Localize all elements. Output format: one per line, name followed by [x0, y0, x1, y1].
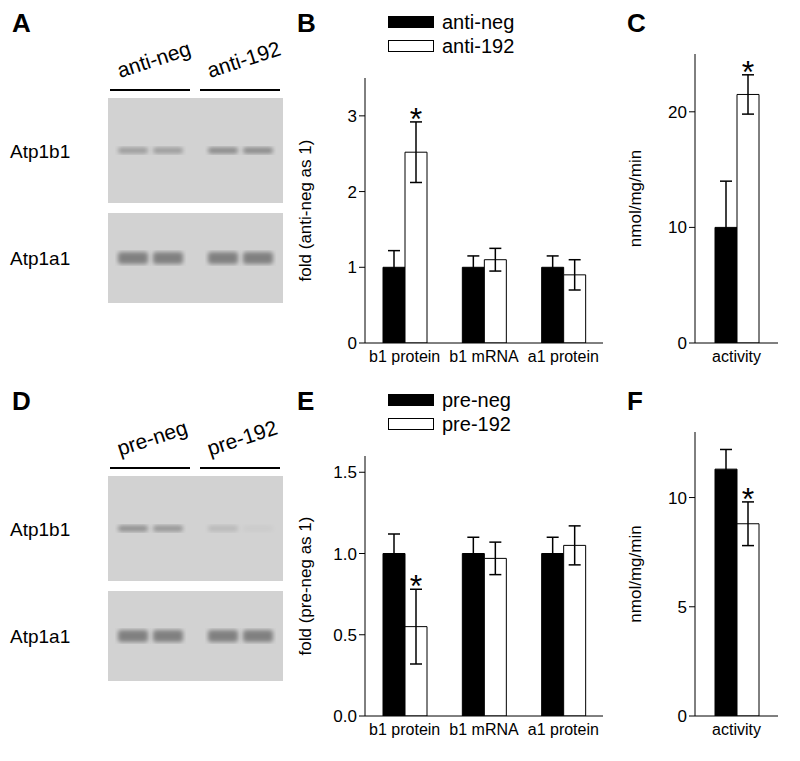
html-text:A: A: [12, 8, 31, 38]
svg-text:pre-192: pre-192: [204, 416, 280, 460]
svg-text:activity: activity: [712, 348, 761, 365]
svg-text:0: 0: [678, 334, 687, 353]
svg-text:pre-neg: pre-neg: [114, 416, 190, 460]
svg-text:20: 20: [668, 103, 687, 122]
html-text:C: C: [627, 8, 646, 38]
svg-text:fold (anti-neg as 1): fold (anti-neg as 1): [296, 140, 315, 282]
svg-text:b1 protein: b1 protein: [369, 348, 440, 365]
html-text:pre-192: pre-192: [442, 413, 511, 435]
svg-text:*: *: [410, 101, 422, 137]
svg-text:2: 2: [348, 183, 357, 202]
html-text:B: B: [297, 8, 316, 38]
svg-text:0: 0: [678, 707, 687, 726]
svg-text:*: *: [410, 568, 422, 604]
svg-text:a1 protein: a1 protein: [528, 721, 599, 738]
svg-text:3: 3: [348, 107, 357, 126]
html-text:anti-192: anti-192: [442, 35, 515, 57]
svg-text:b1 mRNA: b1 mRNA: [449, 348, 519, 365]
html-text:F: F: [627, 386, 643, 416]
svg-text:5: 5: [678, 598, 687, 617]
svg-text:10: 10: [668, 489, 687, 508]
svg-text:10: 10: [668, 218, 687, 237]
svg-text:b1 mRNA: b1 mRNA: [449, 721, 519, 738]
svg-text:anti-192: anti-192: [204, 36, 283, 81]
svg-text:fold (pre-neg as 1): fold (pre-neg as 1): [296, 517, 315, 656]
svg-text:Atp1b1: Atp1b1: [10, 519, 70, 540]
svg-text:Atp1b1: Atp1b1: [10, 141, 70, 162]
svg-text:nmol/mg/min: nmol/mg/min: [626, 150, 645, 247]
svg-text:*: *: [742, 481, 754, 517]
svg-text:activity: activity: [712, 721, 761, 738]
svg-text:1.5: 1.5: [333, 463, 357, 482]
svg-text:*: *: [742, 54, 754, 90]
html-text:E: E: [297, 386, 315, 416]
svg-text:0: 0: [348, 334, 357, 353]
svg-text:0.0: 0.0: [333, 707, 357, 726]
svg-text:1: 1: [348, 258, 357, 277]
svg-text:Atp1a1: Atp1a1: [10, 248, 70, 269]
svg-text:anti-neg: anti-neg: [114, 36, 193, 81]
html-text:anti-neg: anti-neg: [442, 11, 515, 33]
svg-text:a1 protein: a1 protein: [528, 348, 599, 365]
html-text:D: D: [12, 386, 31, 416]
svg-text:b1 protein: b1 protein: [369, 721, 440, 738]
svg-text:1.0: 1.0: [333, 545, 357, 564]
svg-text:0.5: 0.5: [333, 626, 357, 645]
svg-text:Atp1a1: Atp1a1: [10, 626, 70, 647]
svg-text:nmol/mg/min: nmol/mg/min: [626, 525, 645, 622]
html-text:pre-neg: pre-neg: [442, 389, 511, 411]
